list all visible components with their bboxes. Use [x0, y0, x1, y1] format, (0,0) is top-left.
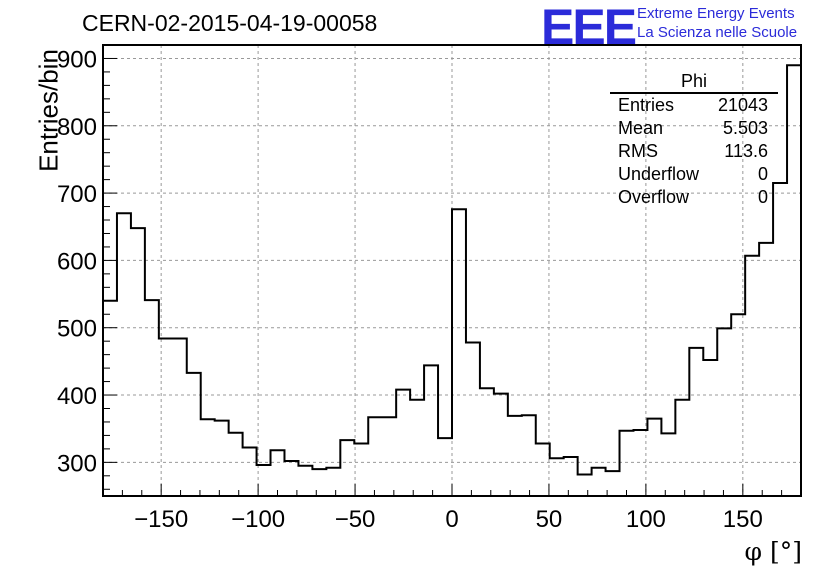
logo-line-2: La Scienza nelle Scuole: [637, 24, 798, 41]
histogram-bin: [187, 373, 201, 496]
histogram-bin: [550, 458, 564, 496]
histogram-bin: [326, 468, 340, 496]
stats-label: Overflow: [618, 187, 690, 207]
histogram-bin: [466, 343, 480, 496]
stats-value: 5.503: [722, 118, 768, 138]
histogram-bin: [452, 209, 466, 496]
histogram-bin: [480, 388, 494, 496]
histogram-bin: [787, 65, 801, 496]
stats-value: 0: [757, 187, 768, 207]
y-axis-ticks: 300 400 500 600 700 800 900: [57, 44, 117, 490]
histogram-bin: [508, 416, 522, 496]
histogram-bin: [298, 466, 312, 496]
histogram-bin: [606, 471, 620, 496]
stats-label: Underflow: [618, 164, 700, 184]
histogram-bin: [675, 400, 689, 496]
histogram-bin: [271, 450, 285, 496]
histogram-bin: [773, 183, 787, 496]
histogram-bin: [229, 433, 243, 496]
y-tick-label: 700: [57, 181, 97, 208]
histogram-bin: [703, 360, 717, 496]
stats-value: 21043: [717, 95, 768, 115]
stats-value: 113.6: [724, 141, 768, 161]
y-tick-label: 800: [57, 114, 97, 141]
histogram-bin: [396, 390, 410, 496]
logo-line-1: Extreme Energy Events: [637, 5, 795, 22]
stats-box: Phi Entries 21043 Mean 5.503 RMS 113.6 U…: [610, 72, 778, 209]
stats-row: Mean 5.503: [610, 117, 778, 140]
histogram-bin: [382, 417, 396, 496]
histogram-bin: [633, 430, 647, 496]
histogram-bin: [201, 419, 215, 496]
x-tick-label: −100: [231, 506, 285, 533]
histogram-bin: [284, 461, 298, 496]
stats-row: Overflow 0: [610, 186, 778, 209]
histogram-bin: [131, 228, 145, 496]
histogram-bin: [159, 338, 173, 496]
histogram-bin: [620, 431, 634, 496]
histogram-bin: [257, 465, 271, 496]
histogram-bin: [410, 400, 424, 496]
histogram-bin: [689, 348, 703, 496]
histogram-series: [103, 64, 801, 496]
histogram-bin: [494, 394, 508, 496]
histogram-bin: [438, 438, 452, 496]
x-tick-label: −150: [134, 506, 188, 533]
x-axis-ticks: −150 −100 −50 0 50 100 150: [102, 484, 802, 533]
x-tick-label: 50: [536, 506, 563, 533]
histogram-bin: [578, 474, 592, 496]
histogram-bin: [536, 443, 550, 496]
histogram-outline: [103, 64, 801, 476]
x-tick-label: 100: [626, 506, 666, 533]
chart-title: CERN-02-2015-04-19-00058: [82, 10, 378, 36]
histogram-bin: [522, 415, 536, 496]
histogram-bin: [312, 469, 326, 496]
histogram-bin: [340, 440, 354, 496]
histogram-bin: [243, 448, 257, 496]
histogram-bin: [354, 443, 368, 496]
y-tick-label: 600: [57, 248, 97, 275]
stats-value: 0: [757, 164, 768, 184]
stats-label: RMS: [618, 141, 658, 161]
histogram-bin: [564, 457, 578, 496]
eee-logo: EEE: [541, 0, 637, 55]
x-tick-label: 0: [445, 506, 458, 533]
histogram-bin: [731, 314, 745, 496]
x-tick-label: −50: [335, 506, 376, 533]
stats-label: Entries: [618, 95, 675, 115]
histogram-bin: [592, 468, 606, 496]
stats-row: Underflow 0: [610, 163, 778, 186]
histogram-bin: [368, 417, 382, 496]
histogram-bin: [103, 301, 117, 496]
y-tick-label: 300: [57, 450, 97, 477]
stats-row: RMS 113.6: [610, 140, 778, 163]
histogram-bin: [145, 300, 159, 496]
histogram-bin: [215, 421, 229, 496]
y-tick-label: 400: [57, 383, 97, 410]
histogram-bin: [173, 338, 187, 496]
histogram-bin: [661, 433, 675, 496]
y-axis-label: Entries/bin: [33, 49, 64, 172]
stats-label: Mean: [618, 118, 664, 138]
logo-caption: Extreme Energy Events La Scienza nelle S…: [637, 4, 797, 42]
stats-row: Entries 21043: [610, 94, 778, 117]
stats-title: Phi: [610, 72, 778, 94]
histogram-bin: [717, 328, 731, 496]
y-tick-label: 900: [57, 46, 97, 73]
histogram-bin: [745, 256, 759, 496]
histogram-bin: [117, 213, 131, 496]
histogram-bin: [424, 365, 438, 496]
x-axis-label: φ [°]: [744, 537, 802, 566]
histogram-bin: [759, 243, 773, 496]
histogram-bin: [647, 419, 661, 496]
y-tick-label: 500: [57, 316, 97, 343]
x-tick-label: 150: [723, 506, 763, 533]
